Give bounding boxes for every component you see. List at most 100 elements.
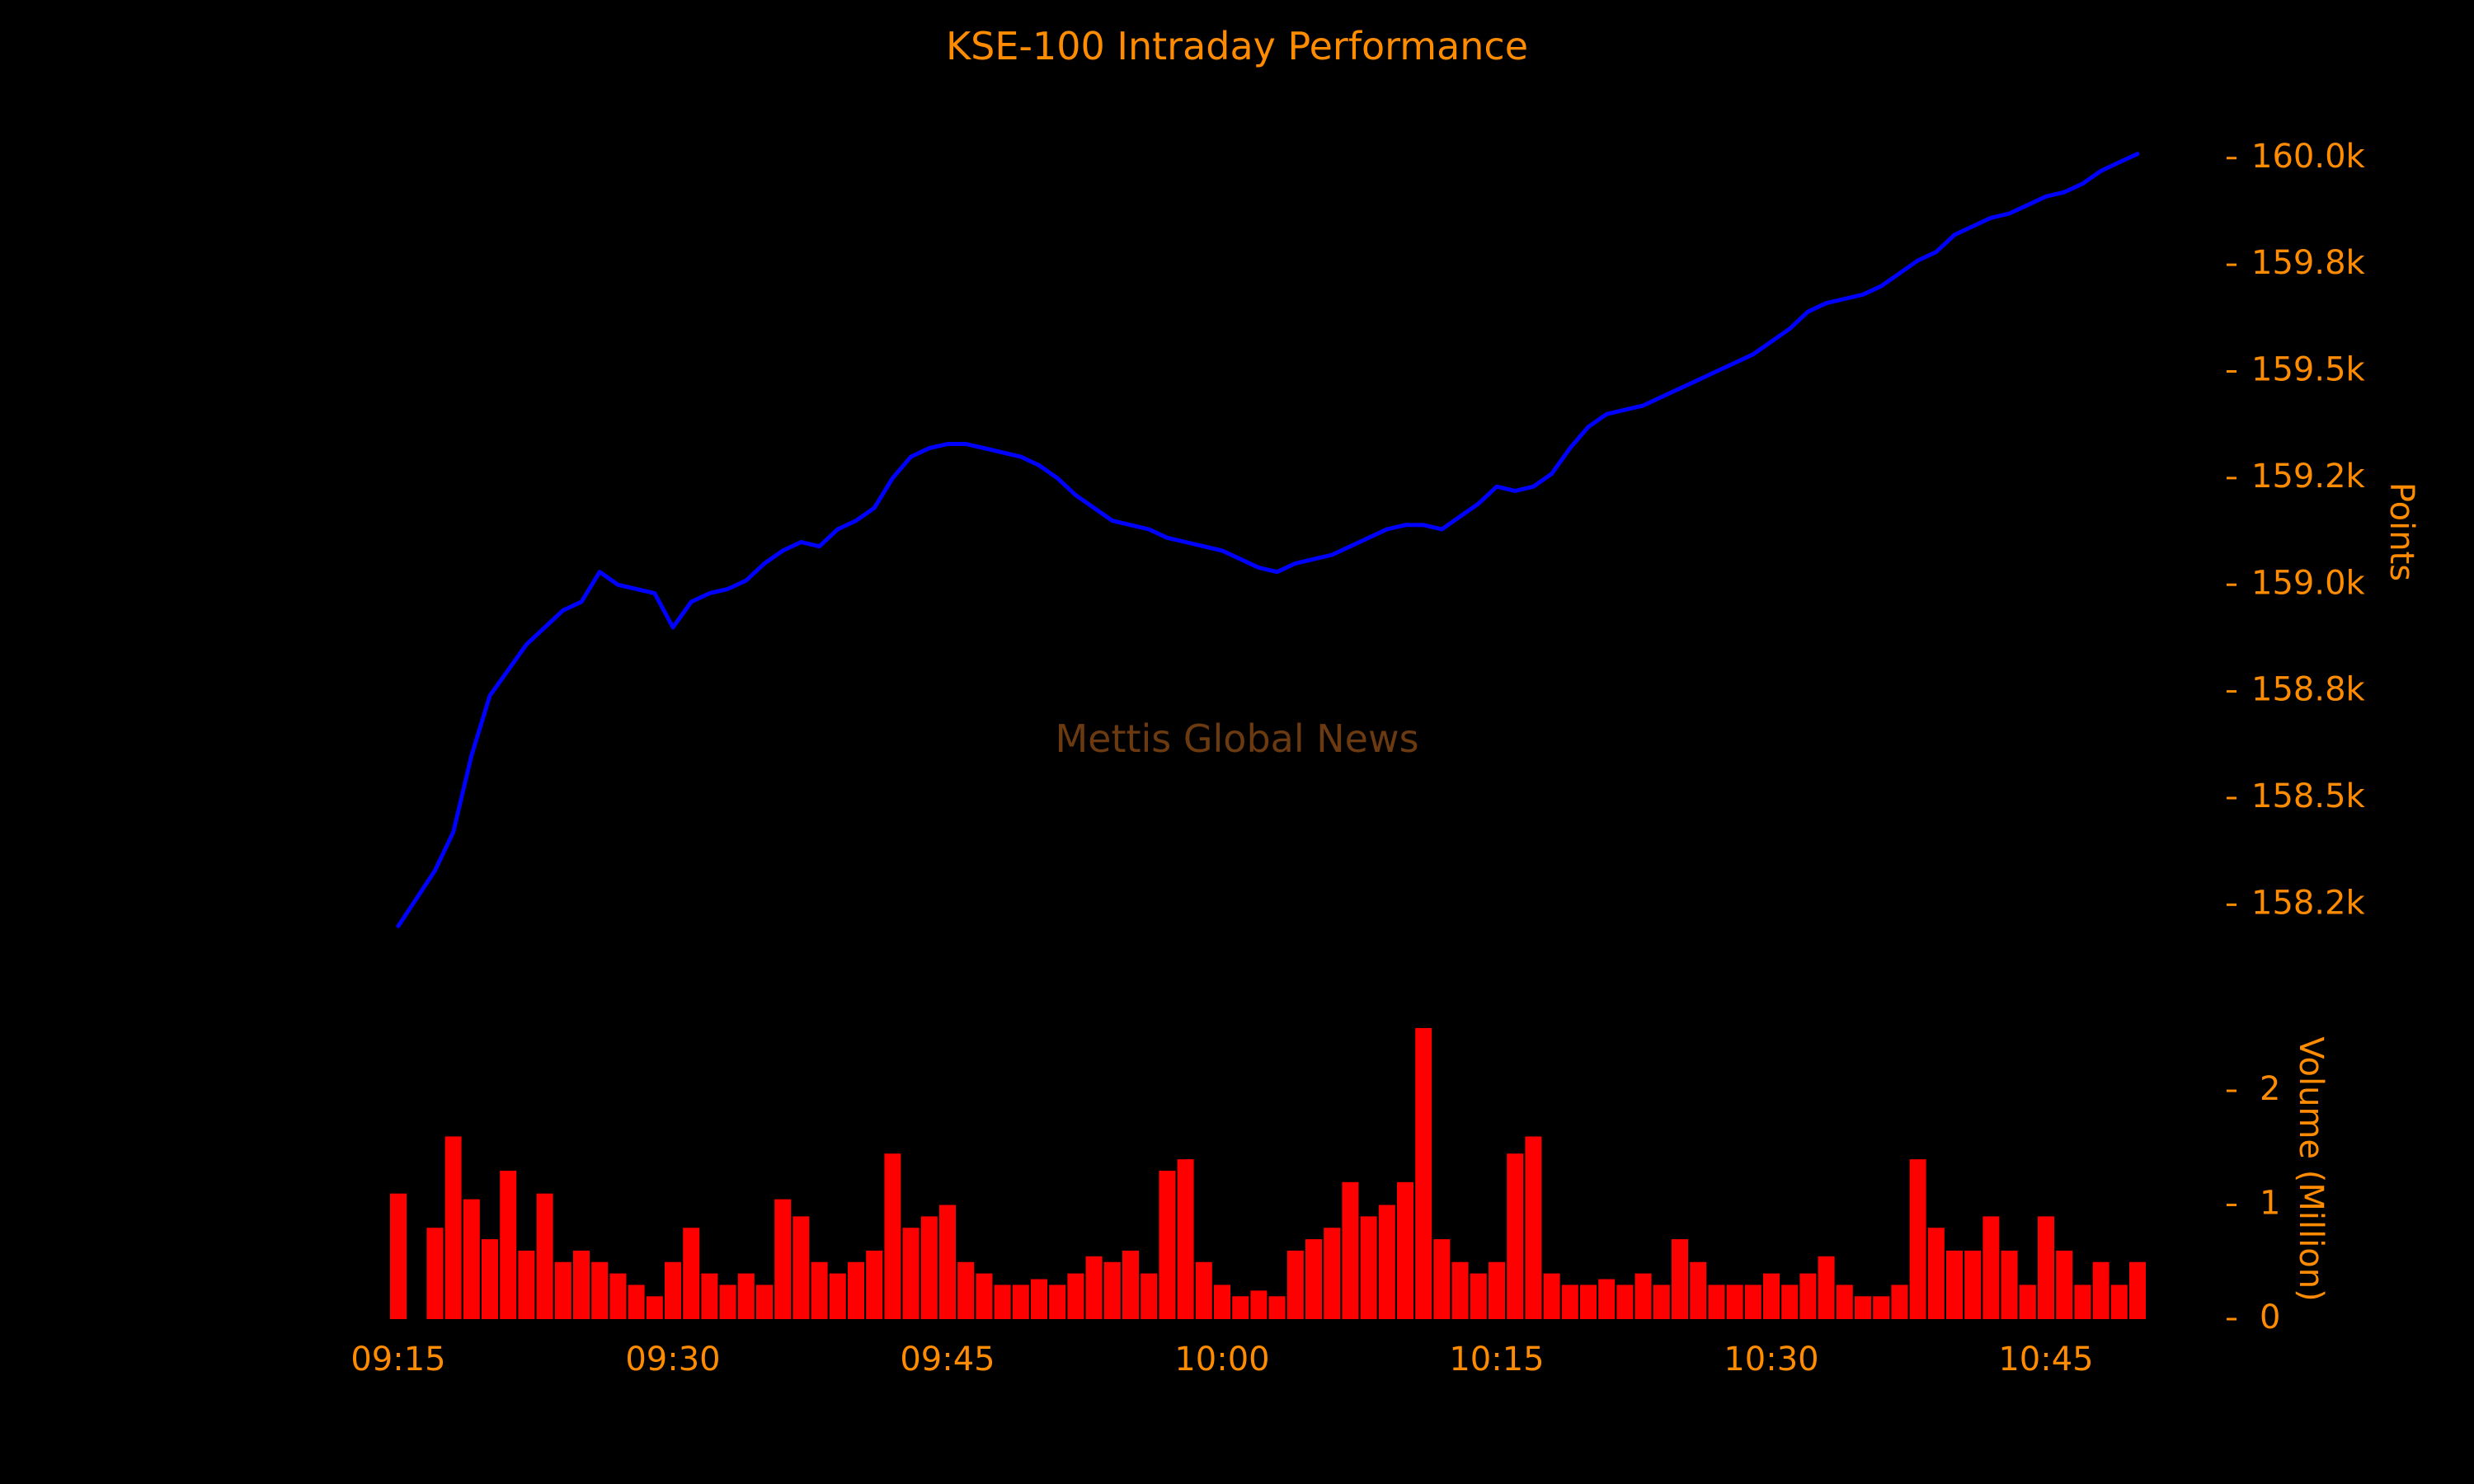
volume-bar xyxy=(646,1296,663,1319)
volume-bar xyxy=(1543,1273,1560,1319)
volume-bar xyxy=(1927,1228,1945,1319)
volume-bar xyxy=(1470,1273,1487,1319)
volume-bar xyxy=(554,1261,571,1319)
chart-title: KSE-100 Intraday Performance xyxy=(946,24,1528,68)
volume-bar xyxy=(1159,1171,1176,1319)
time-tick-label: 09:45 xyxy=(900,1341,995,1378)
volume-bar xyxy=(1598,1279,1616,1319)
volume-bar xyxy=(1286,1250,1304,1319)
volume-bar xyxy=(1726,1284,1743,1319)
volume-bar xyxy=(774,1199,792,1319)
price-line-group xyxy=(396,152,2140,928)
price-tick-label: 160.0k xyxy=(2251,138,2366,176)
volume-bar xyxy=(1799,1273,1817,1319)
volume-tick-label: 2 xyxy=(2260,1070,2280,1108)
volume-bar xyxy=(1250,1290,1268,1319)
volume-bar xyxy=(1415,1027,1432,1319)
volume-bar xyxy=(2129,1261,2146,1319)
volume-bar xyxy=(1433,1239,1451,1319)
volume-tick-label: 1 xyxy=(2260,1185,2280,1223)
time-tick-label: 09:30 xyxy=(625,1341,720,1378)
time-tick-label: 10:00 xyxy=(1174,1341,1269,1378)
volume-bar xyxy=(426,1228,444,1319)
volume-bar xyxy=(1378,1205,1395,1319)
volume-axis-label: Volume (Million) xyxy=(2292,1036,2330,1301)
volume-bar xyxy=(591,1261,609,1319)
volume-bar xyxy=(1616,1284,1634,1319)
volume-bar xyxy=(976,1273,993,1319)
volume-bar xyxy=(1342,1181,1359,1319)
volume-bar xyxy=(1744,1284,1761,1319)
volume-bar xyxy=(1561,1284,1578,1319)
volume-bar xyxy=(1964,1250,1982,1319)
volume-bar xyxy=(1360,1216,1377,1319)
volume-bar xyxy=(463,1199,480,1319)
volume-bar xyxy=(628,1284,645,1319)
volume-bar xyxy=(884,1153,901,1319)
time-axis-ticks: 09:15 09:30 09:45 10:00 10:15 10:30 10:45 xyxy=(350,1341,2093,1378)
volume-bar xyxy=(1855,1296,1871,1319)
price-tick-label: 159.0k xyxy=(2251,564,2366,602)
volume-bar xyxy=(793,1216,810,1319)
volume-bar xyxy=(1653,1284,1670,1319)
volume-bar xyxy=(848,1261,864,1319)
volume-bar xyxy=(2074,1284,2091,1319)
volume-bar xyxy=(701,1273,718,1319)
volume-bar xyxy=(2110,1284,2128,1319)
time-tick-label: 09:15 xyxy=(350,1341,445,1378)
volume-bar xyxy=(1818,1256,1835,1319)
volume-bar xyxy=(829,1273,846,1319)
volume-bar xyxy=(1909,1159,1926,1319)
volume-bar xyxy=(665,1261,681,1319)
volume-bar xyxy=(1873,1296,1890,1319)
price-tick-label: 159.8k xyxy=(2251,244,2366,282)
volume-bar xyxy=(1324,1228,1341,1319)
volume-bar xyxy=(939,1205,956,1319)
volume-bar xyxy=(1232,1296,1249,1319)
volume-bar xyxy=(1103,1261,1121,1319)
price-tick-label: 158.5k xyxy=(2251,777,2366,815)
volume-bar xyxy=(2019,1284,2036,1319)
price-tick-label: 159.5k xyxy=(2251,351,2366,389)
volume-bar xyxy=(1672,1239,1688,1319)
volume-bar xyxy=(1507,1153,1524,1319)
volume-bar xyxy=(957,1261,975,1319)
volume-bar xyxy=(1067,1273,1084,1319)
volume-bar xyxy=(1489,1261,1505,1319)
volume-bar xyxy=(1397,1181,1413,1319)
volume-bar xyxy=(518,1250,535,1319)
volume-bar xyxy=(1085,1256,1103,1319)
volume-bar xyxy=(2038,1216,2054,1319)
time-tick-label: 10:15 xyxy=(1449,1341,1544,1378)
volume-bar xyxy=(1580,1284,1597,1319)
volume-bar xyxy=(1012,1284,1029,1319)
price-axis-ticks: 158.2k 158.5k 158.8k 159.0k 159.2k 159.5k 159.… xyxy=(2227,138,2366,922)
volume-bar xyxy=(1982,1216,2000,1319)
volume-bar xyxy=(866,1250,883,1319)
volume-bar xyxy=(1122,1250,1139,1319)
volume-bar xyxy=(1891,1284,1908,1319)
time-tick-label: 10:30 xyxy=(1724,1341,1818,1378)
volume-bar xyxy=(1836,1284,1853,1319)
volume-bar xyxy=(719,1284,736,1319)
volume-bar xyxy=(1214,1284,1230,1319)
volume-axis-ticks: 0 1 2 xyxy=(2227,1070,2280,1336)
volume-bar xyxy=(2001,1250,2018,1319)
volume-bar xyxy=(811,1261,828,1319)
price-tick-label: 158.2k xyxy=(2251,884,2366,922)
volume-bar xyxy=(1177,1159,1194,1319)
volume-bar xyxy=(2056,1250,2073,1319)
volume-bar xyxy=(1305,1239,1322,1319)
volume-bar xyxy=(2092,1261,2109,1319)
price-tick-label: 158.8k xyxy=(2251,671,2366,709)
volume-bars xyxy=(390,1027,2146,1319)
volume-bar xyxy=(1708,1284,1725,1319)
volume-bar xyxy=(1049,1284,1066,1319)
volume-bar xyxy=(1781,1284,1799,1319)
volume-bar xyxy=(500,1171,517,1319)
volume-bar xyxy=(920,1216,938,1319)
price-axis-label: Points xyxy=(2382,482,2420,581)
